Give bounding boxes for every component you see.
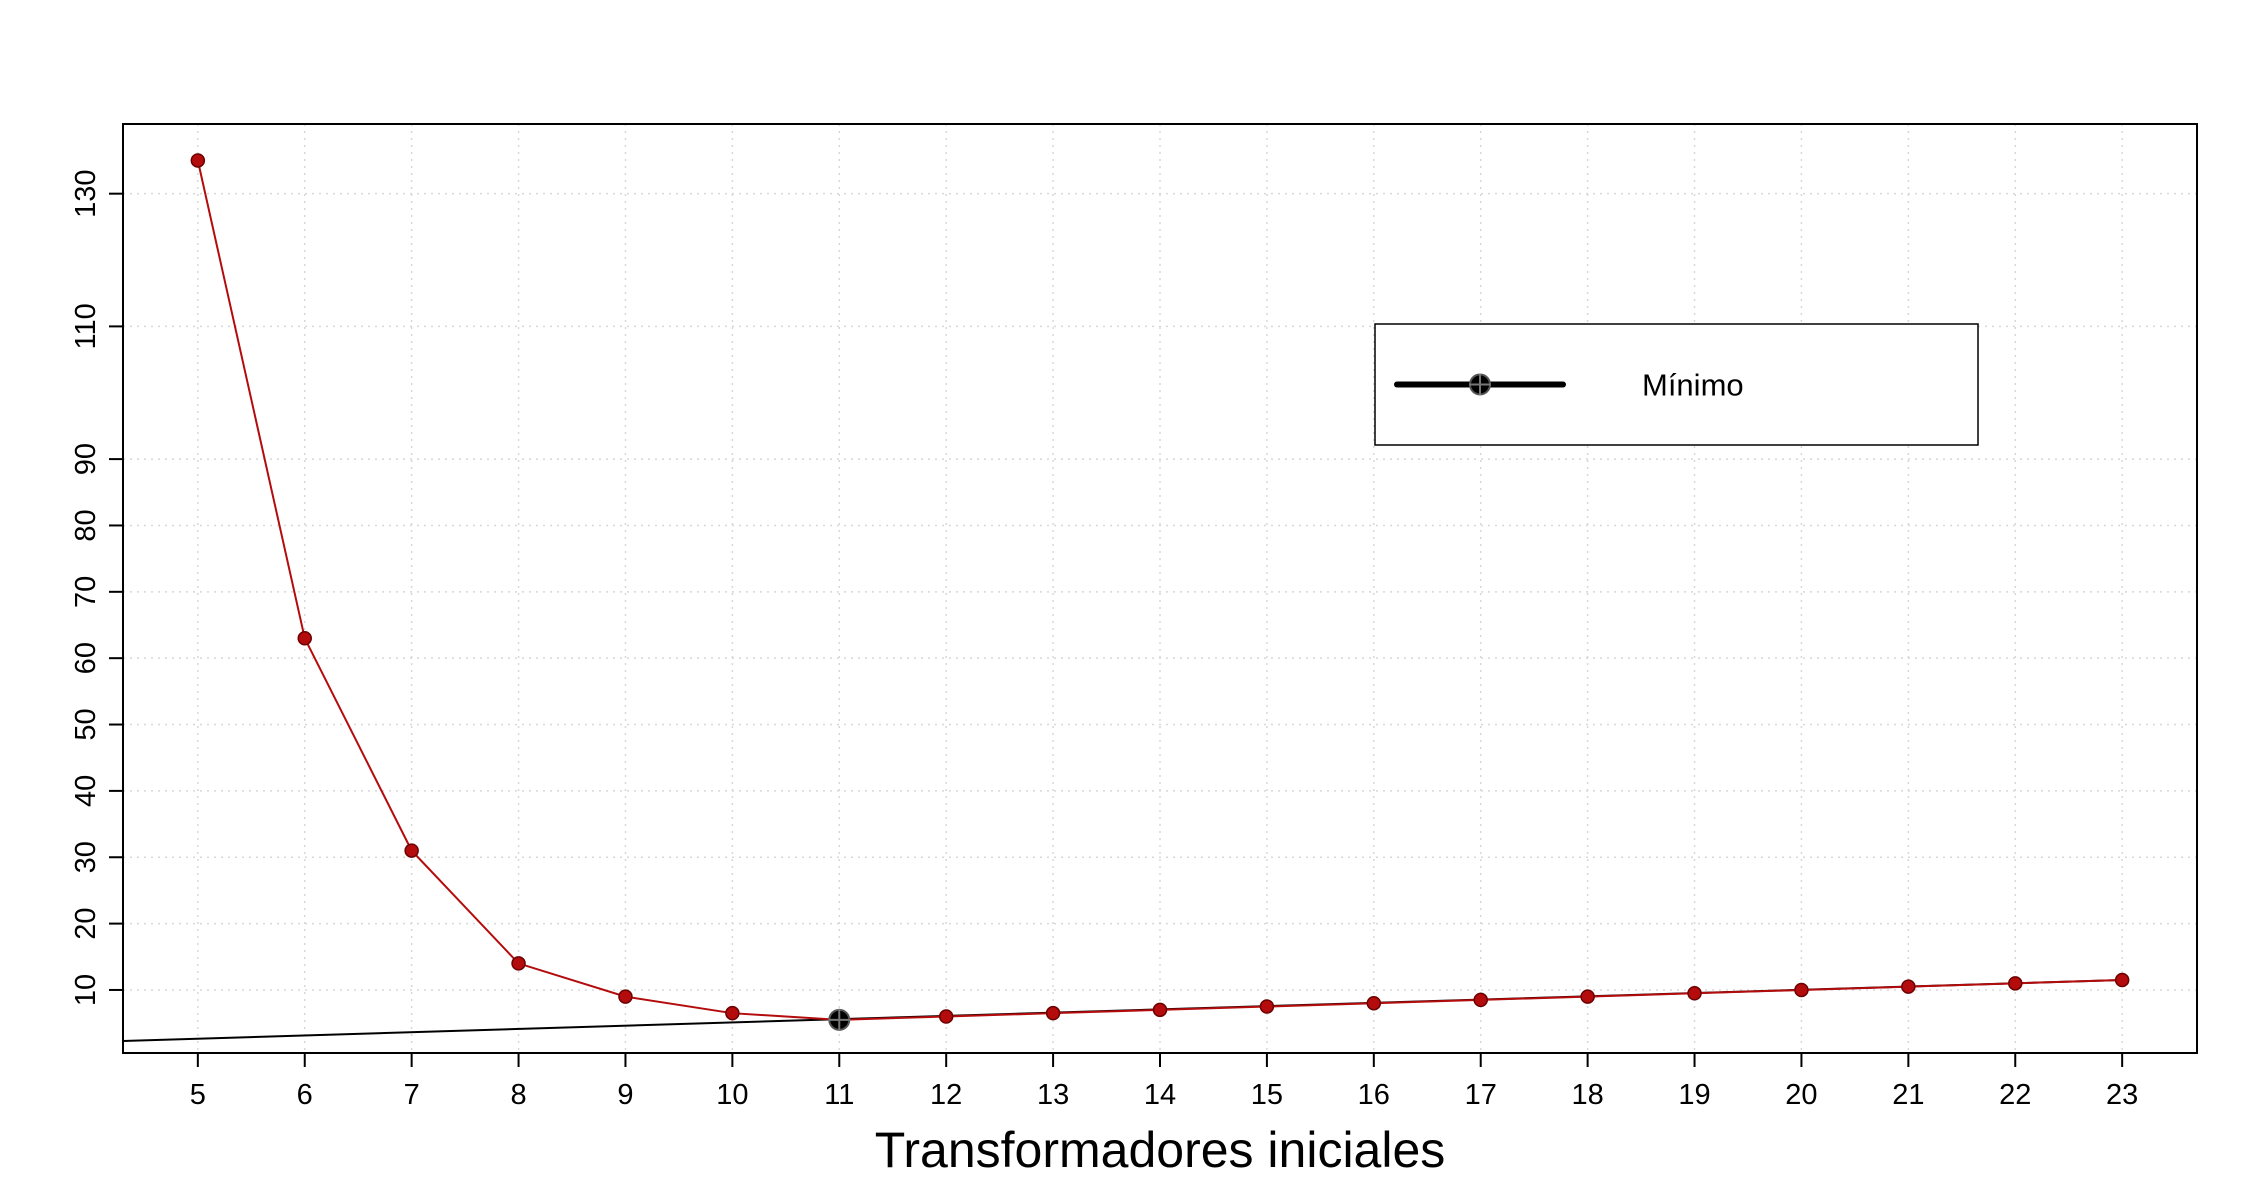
y-tick-label: 130 [70,169,102,217]
x-tick-label: 9 [617,1079,633,1111]
x-axis-label: Transformadores iniciales [875,1122,1446,1178]
data-point [1473,992,1488,1008]
x-tick-label: 13 [1037,1079,1069,1111]
legend: Mínimo [1374,323,1979,446]
y-tick-label: 40 [70,775,102,807]
series-line [196,160,2123,1021]
x-tick-label: 19 [1678,1079,1710,1111]
x-tick-label: 22 [1999,1079,2031,1111]
series-layer [196,160,2123,1021]
x-tick-label: 16 [1358,1079,1390,1111]
x-tick-label: 18 [1571,1079,1603,1111]
data-point [1045,1005,1061,1021]
y-tick-label: 60 [70,642,102,674]
y-tick-label: 30 [70,841,102,873]
data-point [1687,986,1702,1001]
plot-frame [122,123,2198,1054]
data-point [2114,972,2130,988]
minimum-layer [828,1008,851,1031]
x-tick-label: 10 [716,1079,748,1111]
data-point [511,956,526,971]
y-tick-label: 90 [70,443,102,475]
x-tick-label: 8 [510,1079,526,1111]
y-tick-label: 110 [70,303,102,349]
x-tick-label: 23 [2106,1079,2138,1111]
data-point [2008,976,2023,991]
data-point [297,631,312,646]
x-tick-label: 20 [1785,1079,1817,1111]
axes: 5 6 7 8 9 10 11 12 13 14 15 16 17 18 19 20 21 22 23 10 20 30 4… [70,169,2138,1111]
y-tick-label: 80 [70,509,102,541]
y-tick-label: 50 [70,708,102,740]
data-point [938,1009,954,1024]
data-point [1259,999,1275,1014]
y-tick-label: 20 [70,907,102,939]
data-point [404,843,419,858]
x-tick-label: 12 [930,1079,962,1111]
data-point [1580,989,1595,1004]
data-point [1901,979,1916,994]
data-point [1794,982,1809,998]
y-tick-label: 10 [70,974,102,1006]
x-tick-label: 15 [1251,1079,1283,1111]
x-tick-label: 7 [404,1079,420,1111]
data-point [190,153,206,168]
data-point [725,1005,740,1021]
grid [123,124,2197,1053]
legend-label: Mínimo [1642,368,1744,403]
data-point [1152,1002,1168,1018]
x-tick-label: 17 [1465,1079,1497,1111]
data-point [1366,995,1382,1011]
x-tick-label: 11 [824,1079,854,1111]
x-tick-label: 5 [190,1079,206,1111]
y-tick-label: 70 [70,576,102,608]
data-point [618,989,633,1004]
x-tick-label: 21 [1892,1079,1924,1111]
x-tick-label: 6 [297,1079,313,1111]
x-tick-label: 14 [1144,1079,1176,1111]
